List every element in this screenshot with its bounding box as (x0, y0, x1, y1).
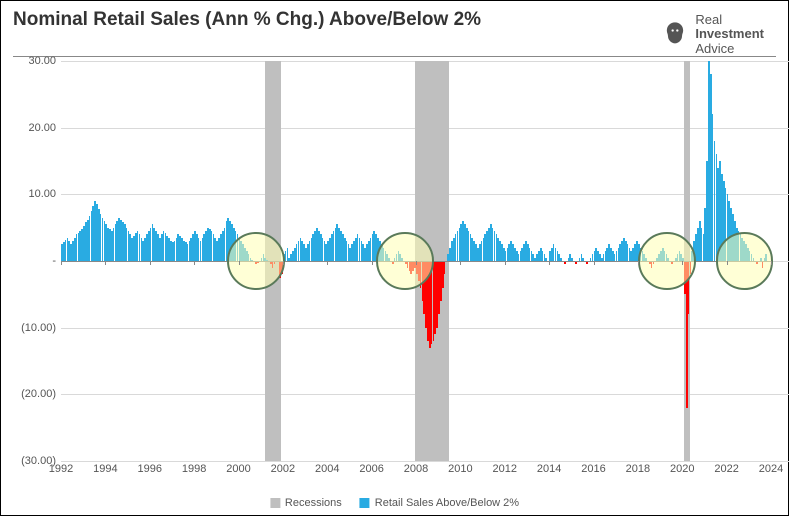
x-axis-label: 2018 (626, 463, 650, 475)
logo-line1: Real (695, 12, 722, 27)
y-axis-label: (20.00) (1, 388, 56, 400)
x-axis-label: 2014 (537, 463, 561, 475)
legend-item-series: Retail Sales Above/Below 2% (360, 497, 519, 509)
x-axis-label: 2000 (226, 463, 250, 475)
x-axis-label: 2006 (359, 463, 383, 475)
x-axis-label: 2004 (315, 463, 339, 475)
highlight-circle (638, 232, 696, 290)
y-axis-label: 10.00 (1, 188, 56, 200)
y-axis-label: (30.00) (1, 455, 56, 467)
x-axis-label: 2024 (759, 463, 783, 475)
highlight-circle (376, 232, 434, 290)
x-axis-label: 2008 (404, 463, 428, 475)
legend-swatch (360, 498, 370, 508)
logo-line3: Advice (695, 41, 734, 56)
x-axis-label: 2012 (493, 463, 517, 475)
x-axis-label: 1998 (182, 463, 206, 475)
y-axis-label: (10.00) (1, 322, 56, 334)
chart-plot-area: 1992199419961998200020022004200620082010… (61, 61, 771, 461)
x-axis-label: 2002 (271, 463, 295, 475)
x-axis-label: 2022 (714, 463, 738, 475)
y-axis-label: - (1, 255, 56, 267)
lion-icon (661, 20, 689, 48)
logo-line2: Investment (695, 26, 764, 41)
legend: Recessions Retail Sales Above/Below 2% (270, 497, 519, 509)
x-axis-label: 1996 (138, 463, 162, 475)
legend-swatch (270, 498, 280, 508)
highlight-circle (716, 232, 774, 290)
x-axis-label: 1994 (93, 463, 117, 475)
y-axis-label: 30.00 (1, 55, 56, 67)
x-axis-label: 2020 (670, 463, 694, 475)
x-axis-label: 2010 (448, 463, 472, 475)
legend-label: Retail Sales Above/Below 2% (375, 497, 519, 509)
highlight-circle (227, 232, 285, 290)
brand-logo: Real Investment Advice (661, 13, 764, 56)
x-axis-label: 2016 (581, 463, 605, 475)
legend-label: Recessions (285, 497, 342, 509)
y-axis-label: 20.00 (1, 122, 56, 134)
legend-item-recessions: Recessions (270, 497, 342, 509)
